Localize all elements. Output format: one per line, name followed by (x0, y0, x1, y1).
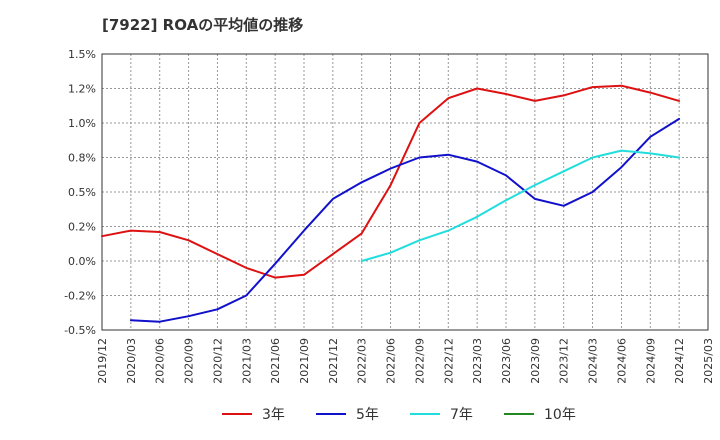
series-lines (101, 84, 681, 323)
x-tick-label: 2023/03 (471, 338, 484, 384)
legend: 3年 5年 7年 10年 (222, 407, 576, 423)
x-tick-label: 2022/12 (442, 338, 455, 384)
y-tick-label: -0.2% (64, 290, 96, 303)
x-tick-label: 2020/06 (154, 338, 167, 384)
x-tick-label: 2023/09 (529, 338, 542, 384)
series-line-5年 (129, 117, 681, 323)
y-tick-label: 1.2% (68, 83, 96, 96)
legend-label: 5年 (356, 407, 379, 423)
x-tick-label: 2020/12 (211, 338, 224, 384)
x-tick-label: 2023/06 (500, 338, 513, 384)
x-tick-label: 2020/09 (183, 338, 196, 384)
series-line-3年 (101, 84, 681, 279)
x-tick-label: 2024/09 (644, 338, 657, 384)
x-tick-label: 2020/03 (125, 338, 138, 384)
legend-label: 10年 (544, 407, 576, 423)
x-tick-label: 2021/12 (327, 338, 340, 384)
x-tick-label: 2021/09 (298, 338, 311, 384)
x-tick-label: 2022/06 (385, 338, 398, 384)
y-tick-label: 0.5% (68, 186, 96, 199)
x-tick-label: 2023/12 (558, 338, 571, 384)
plot-area (101, 53, 709, 331)
x-tick-label: 2024/12 (673, 338, 686, 384)
x-tick-label: 2021/03 (240, 338, 253, 384)
x-tick-label: 2024/06 (615, 338, 628, 384)
x-tick-label: 2022/09 (413, 338, 426, 384)
legend-label: 7年 (450, 407, 473, 423)
x-axis: 2019/12 2020/03 2020/06 2020/09 2020/12 2021/… (96, 338, 715, 384)
chart-title: [7922] ROAの平均値の推移 (102, 16, 303, 34)
x-tick-label: 2021/06 (269, 338, 282, 384)
y-tick-label: 0.2% (68, 221, 96, 234)
x-tick-label: 2022/03 (356, 338, 369, 384)
y-tick-label: 1.5% (68, 48, 96, 61)
y-tick-label: -0.5% (64, 324, 96, 337)
legend-label: 3年 (262, 407, 285, 423)
x-tick-label: 2025/03 (702, 338, 715, 384)
x-tick-label: 2024/03 (587, 338, 600, 384)
y-tick-label: 1.0% (68, 117, 96, 130)
x-tick-label: 2019/12 (96, 338, 109, 384)
y-tick-label: 0.8% (68, 152, 96, 165)
y-tick-label: 0.0% (68, 255, 96, 268)
series-line-7年 (360, 149, 681, 262)
grid (102, 54, 708, 330)
y-axis: 1.5% 1.2% 1.0% 0.8% 0.5% 0.2% 0.0% -0.2% -0.5% (64, 48, 96, 337)
